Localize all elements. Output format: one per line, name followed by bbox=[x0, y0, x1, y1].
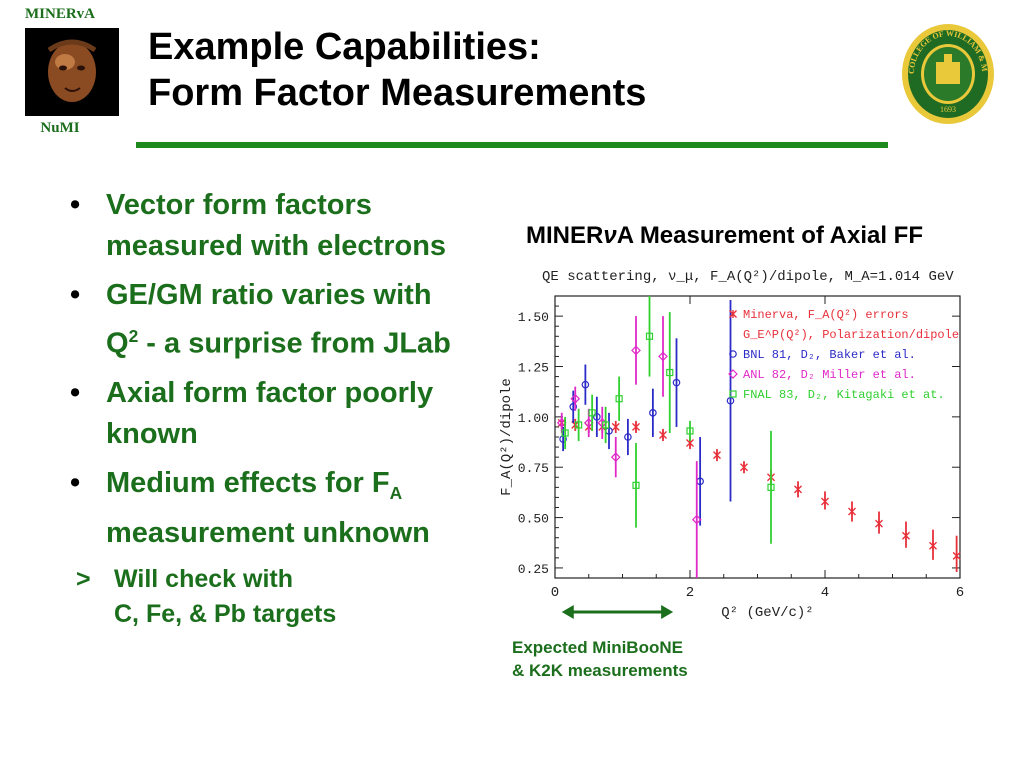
title-divider bbox=[136, 142, 888, 148]
bullet-text: Axial form factor poorly known bbox=[106, 376, 434, 450]
chart-heading-nu: ν bbox=[603, 222, 617, 249]
legend-entry: Minerva, F_A(Q²) errors bbox=[743, 308, 909, 322]
data-point bbox=[691, 514, 702, 525]
data-point bbox=[588, 409, 596, 417]
data-point bbox=[611, 422, 620, 431]
data-point bbox=[569, 402, 578, 411]
x-tick-label: 4 bbox=[821, 585, 829, 601]
bullet-superscript: 2 bbox=[128, 326, 139, 346]
y-tick-label: 1.00 bbox=[518, 411, 549, 426]
legend-entry: FNAL 83, D₂, Kitagaki et at. bbox=[743, 388, 945, 402]
data-point bbox=[729, 350, 737, 358]
data-point bbox=[767, 483, 775, 491]
data-point bbox=[952, 551, 961, 560]
range-arrow-right-head bbox=[661, 605, 674, 619]
x-axis-label: Q² (GeV/c)² bbox=[721, 605, 813, 621]
chart-heading-post: A Measurement of Axial FF bbox=[616, 222, 923, 249]
bullet-dot: • bbox=[70, 279, 81, 311]
x-tick-label: 2 bbox=[686, 585, 694, 601]
y-tick-label: 0.50 bbox=[518, 512, 549, 527]
data-point bbox=[610, 452, 621, 462]
data-point bbox=[729, 390, 737, 398]
data-point bbox=[875, 519, 883, 528]
x-tick-label: 0 bbox=[551, 585, 559, 601]
bullet-subscript: A bbox=[389, 482, 403, 503]
minerva-mask-logo bbox=[25, 28, 119, 116]
title-line-1: Example Capabilities: bbox=[148, 26, 541, 68]
y-tick-label: 1.50 bbox=[518, 310, 549, 325]
bullet-dot: • bbox=[70, 376, 81, 409]
sub-bullet-line-2: C, Fe, & Pb targets bbox=[114, 600, 337, 629]
sub-bullet-line-1: Will check with bbox=[114, 565, 293, 594]
data-point bbox=[602, 421, 610, 429]
data-point bbox=[561, 429, 569, 437]
data-point bbox=[929, 541, 937, 550]
data-point bbox=[593, 413, 601, 421]
y-tick-label: 0.25 bbox=[518, 562, 549, 577]
bullet-item: • Axial form factor poorly known bbox=[70, 373, 470, 455]
legend-entry: BNL 81, D₂, Baker et al. bbox=[743, 348, 916, 362]
data-point bbox=[632, 481, 640, 489]
data-point bbox=[821, 497, 829, 506]
title-line-2: Form Factor Measurements bbox=[148, 72, 647, 114]
expected-measurements-note: Expected MiniBooNE & K2K measurements bbox=[512, 636, 688, 682]
legend-entry: G_E^P(Q²), Polarization/dipole bbox=[743, 328, 959, 342]
data-point bbox=[570, 393, 581, 404]
chart-heading: MINERνA Measurement of Axial FF bbox=[526, 222, 923, 250]
y-axis-label: F_A(Q²)/dipole bbox=[499, 378, 515, 496]
data-point bbox=[575, 421, 583, 429]
data-point bbox=[728, 369, 738, 379]
data-point bbox=[666, 368, 674, 377]
data-point bbox=[581, 380, 590, 389]
data-point bbox=[902, 531, 910, 540]
data-point bbox=[672, 378, 681, 387]
y-tick-label: 0.75 bbox=[518, 461, 549, 476]
data-point bbox=[686, 427, 694, 435]
chart-title: QE scattering, ν_μ, F_A(Q²)/dipole, M_A=… bbox=[542, 269, 954, 285]
bullet-item: • Vector form factors measured with elec… bbox=[70, 185, 470, 267]
data-point bbox=[740, 463, 748, 472]
bullet-text-cont: measurement unknown bbox=[106, 517, 430, 550]
data-point bbox=[658, 351, 668, 362]
axial-ff-chart: QE scattering, ν_μ, F_A(Q²)/dipole, M_A=… bbox=[499, 269, 964, 621]
bullet-item: • Medium effects for FA measurement unkn… bbox=[70, 463, 470, 555]
bullet-list: • Vector form factors measured with elec… bbox=[70, 185, 470, 632]
bullet-text: GE/GM ratio varies with Q bbox=[106, 279, 432, 360]
sub-bullet-marker: > bbox=[76, 565, 91, 594]
bullet-text: Medium effects for F bbox=[106, 466, 390, 499]
data-point bbox=[649, 409, 657, 417]
bullet-text-cont: - a surprise from JLab bbox=[138, 327, 451, 360]
slide-title: Example Capabilities: Form Factor Measur… bbox=[148, 24, 646, 116]
bullet-dot: • bbox=[70, 189, 81, 221]
chart-heading-pre: MINER bbox=[526, 222, 604, 249]
bullet-item: • GE/GM ratio varies with Q2 - a surpris… bbox=[70, 275, 470, 365]
y-tick-label: 1.25 bbox=[518, 361, 549, 376]
data-point bbox=[659, 430, 667, 439]
x-tick-label: 6 bbox=[956, 585, 964, 601]
data-point bbox=[848, 507, 856, 516]
data-point bbox=[794, 485, 802, 494]
range-arrow-left-head bbox=[561, 605, 574, 619]
data-point bbox=[631, 345, 641, 356]
seal-year: 1693 bbox=[940, 105, 956, 114]
note-line-2: & K2K measurements bbox=[512, 661, 688, 680]
numi-logo-label: NuMI bbox=[40, 120, 80, 136]
data-point bbox=[713, 451, 721, 460]
sub-bullet-item: > Will check with C, Fe, & Pb targets bbox=[70, 562, 470, 632]
legend-entry: ANL 82, D₂ Miller et al. bbox=[743, 368, 916, 382]
data-point bbox=[632, 422, 640, 431]
minerva-logo-label: MINERvA bbox=[25, 6, 95, 22]
note-line-1: Expected MiniBooNE bbox=[512, 638, 683, 657]
data-point bbox=[645, 332, 654, 340]
data-point bbox=[624, 433, 632, 441]
data-point bbox=[615, 395, 623, 403]
bullet-text: Vector form factors measured with electr… bbox=[106, 189, 447, 262]
college-seal-logo: COLLEGE OF WILLIAM & MARY 1693 bbox=[900, 22, 994, 124]
data-point bbox=[729, 310, 737, 318]
bullet-dot: • bbox=[70, 466, 81, 499]
